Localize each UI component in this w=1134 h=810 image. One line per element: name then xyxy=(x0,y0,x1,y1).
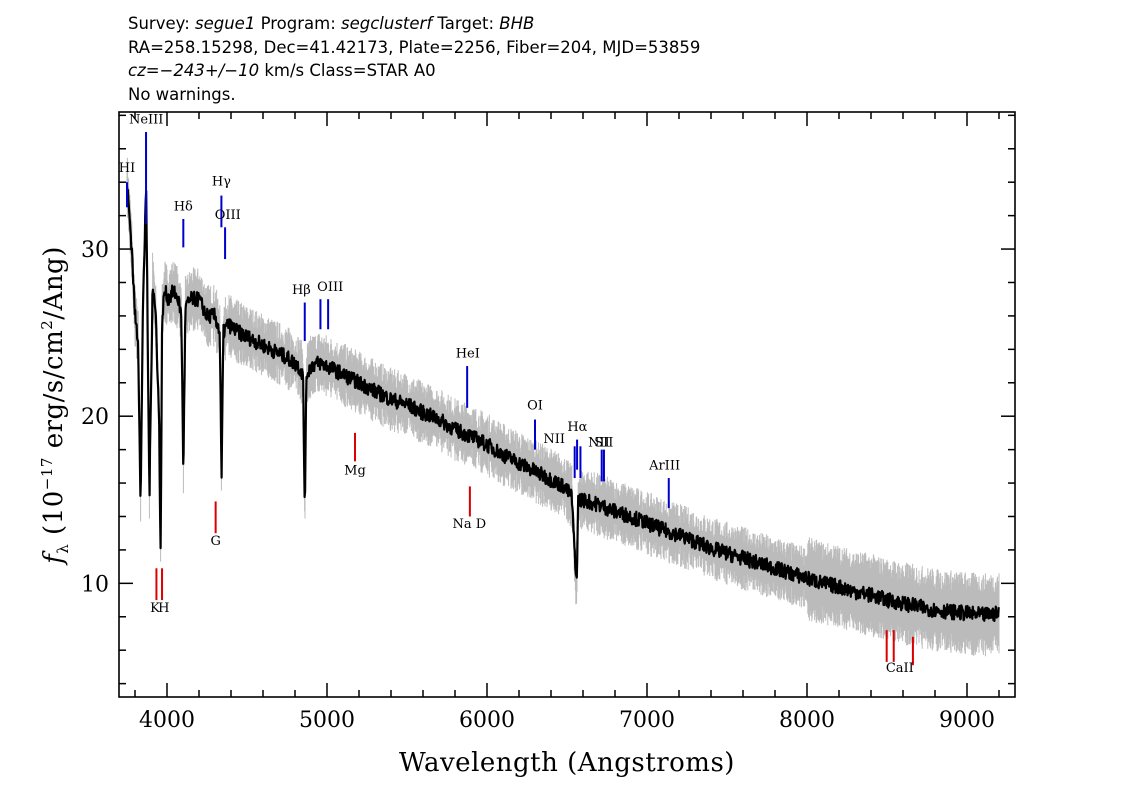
header-warnings-line: No warnings. xyxy=(128,84,236,104)
spectral-line-label: HI xyxy=(119,161,135,176)
spectral-line-label: K xyxy=(150,601,160,616)
plot-frame xyxy=(118,111,1016,698)
header-coordinates-line: RA=258.15298, Dec=41.42173, Plate=2256, … xyxy=(128,37,701,57)
spectral-line-label: ArIII xyxy=(648,459,680,474)
spectral-line-label: NII xyxy=(543,432,565,447)
y-tick-label: 10 xyxy=(81,572,109,597)
spectral-line-label: H xyxy=(158,601,169,616)
spectral-line-label: Na D xyxy=(453,517,487,532)
survey-label: Survey: xyxy=(128,14,195,33)
error-band-layer xyxy=(126,157,1000,657)
y-tick-label: 30 xyxy=(81,238,109,263)
y-tick-label: 20 xyxy=(81,405,109,430)
x-tick-label: 5000 xyxy=(299,708,355,733)
flux-error-band xyxy=(126,157,1000,657)
flux-layer xyxy=(125,186,1000,622)
redshift-value: cz=−243+/−10 xyxy=(128,61,260,80)
class-text: km/s Class=STAR A0 xyxy=(259,61,436,80)
spectral-line-label: G xyxy=(210,534,220,549)
target-label: Target: xyxy=(432,14,500,33)
spectral-line-label: NeIII xyxy=(129,113,163,128)
spectral-line-label: OIII xyxy=(215,208,241,223)
survey-value: segue1 xyxy=(195,14,256,33)
ticks-layer: 4000 5000 6000 7000 8000 9000 10 20 30 xyxy=(81,112,1015,733)
spectral-line-label: HeI xyxy=(456,347,480,362)
program-value: segclusterf xyxy=(341,14,433,33)
x-axis-title: Wavelength (Angstroms) xyxy=(399,748,735,778)
x-tick-label: 7000 xyxy=(619,708,675,733)
spectral-line-label: Hγ xyxy=(212,175,231,190)
header-redshift-line: cz=−243+/−10 km/s Class=STAR A0 xyxy=(128,59,700,83)
program-label: Program: xyxy=(255,14,341,33)
spectral-line-label: OIII xyxy=(317,280,343,295)
spectral-line-label: Hα xyxy=(567,420,587,435)
x-tick-label: 8000 xyxy=(779,708,835,733)
header-survey-line: Survey: segue1 Program: segclusterf Targ… xyxy=(128,12,700,36)
spectral-line-label: Mg xyxy=(344,464,366,479)
spectral-line-label: Hβ xyxy=(292,283,311,298)
x-tick-label: 9000 xyxy=(939,708,995,733)
target-value: BHB xyxy=(499,14,535,33)
spectral-line-label: OI xyxy=(527,399,543,414)
x-tick-label: 6000 xyxy=(459,708,515,733)
spectral-line-label: NII xyxy=(588,435,610,450)
spectrum-header: Survey: segue1 Program: segclusterf Targ… xyxy=(128,12,700,106)
spectral-line-label: Hδ xyxy=(174,200,193,215)
y-axis-title: fλ (10−17 erg/s/cm2/Ang) xyxy=(38,246,72,566)
flux-line xyxy=(125,186,1000,622)
spectral-line-label: SII xyxy=(594,435,613,450)
x-tick-label: 4000 xyxy=(139,708,195,733)
spectral-line-label: CaII xyxy=(886,661,914,676)
